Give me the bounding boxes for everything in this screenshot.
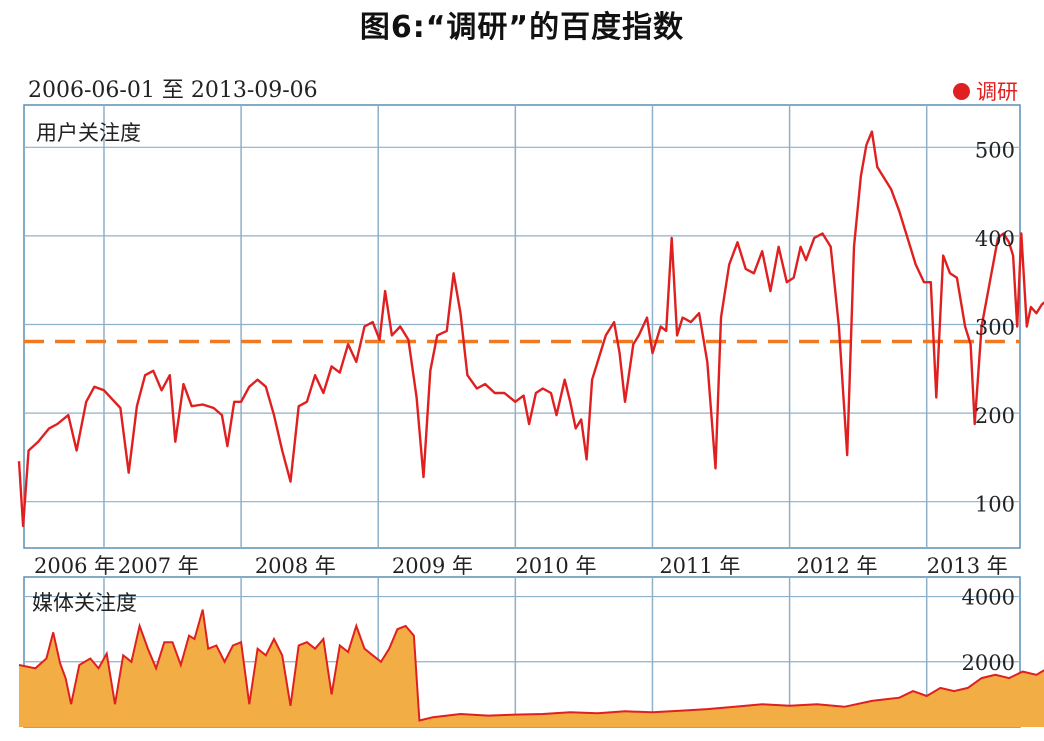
x-tick-label: 2013 年 bbox=[927, 554, 1008, 578]
bottom-panel-label: 媒体关注度 bbox=[32, 591, 137, 615]
y-tick-label: 500 bbox=[975, 138, 1015, 162]
x-tick-label: 2006 年 bbox=[34, 554, 115, 578]
x-tick-label: 2007 年 bbox=[118, 554, 199, 578]
top-y-axis: 100 200 300 400 500 bbox=[975, 138, 1015, 516]
x-tick-label: 2012 年 bbox=[796, 554, 877, 578]
top-panel-label: 用户关注度 bbox=[36, 121, 141, 145]
x-tick-label: 2011 年 bbox=[659, 554, 740, 578]
legend-label: 调研 bbox=[976, 80, 1018, 104]
x-tick-label: 2010 年 bbox=[515, 554, 596, 578]
media-attention-area bbox=[19, 609, 1044, 727]
x-tick-label: 2008 年 bbox=[255, 554, 336, 578]
x-tick-label: 2009 年 bbox=[392, 554, 473, 578]
y-tick-label: 2000 bbox=[962, 651, 1015, 675]
y-tick-label: 300 bbox=[975, 316, 1015, 340]
top-panel-frame bbox=[23, 104, 1021, 549]
date-range-label: 2006-06-01 至 2013-09-06 bbox=[28, 78, 318, 103]
x-axis: 2006 年 2007 年 2008 年 2009 年 2010 年 2011 年 2012… bbox=[34, 554, 1008, 578]
top-grid bbox=[24, 105, 1020, 548]
y-tick-label: 4000 bbox=[962, 586, 1015, 610]
legend-marker-icon bbox=[953, 82, 970, 100]
y-tick-label: 400 bbox=[975, 227, 1015, 251]
y-tick-label: 200 bbox=[975, 404, 1015, 428]
legend: 调研 bbox=[953, 76, 1018, 106]
y-tick-label: 100 bbox=[975, 493, 1015, 517]
bottom-y-axis: 2000 4000 bbox=[962, 586, 1015, 675]
media-attention-series-line bbox=[18, 609, 1044, 722]
chart-title: 图6:“调研”的百度指数 bbox=[359, 10, 685, 45]
user-attention-series-line bbox=[17, 130, 1044, 528]
